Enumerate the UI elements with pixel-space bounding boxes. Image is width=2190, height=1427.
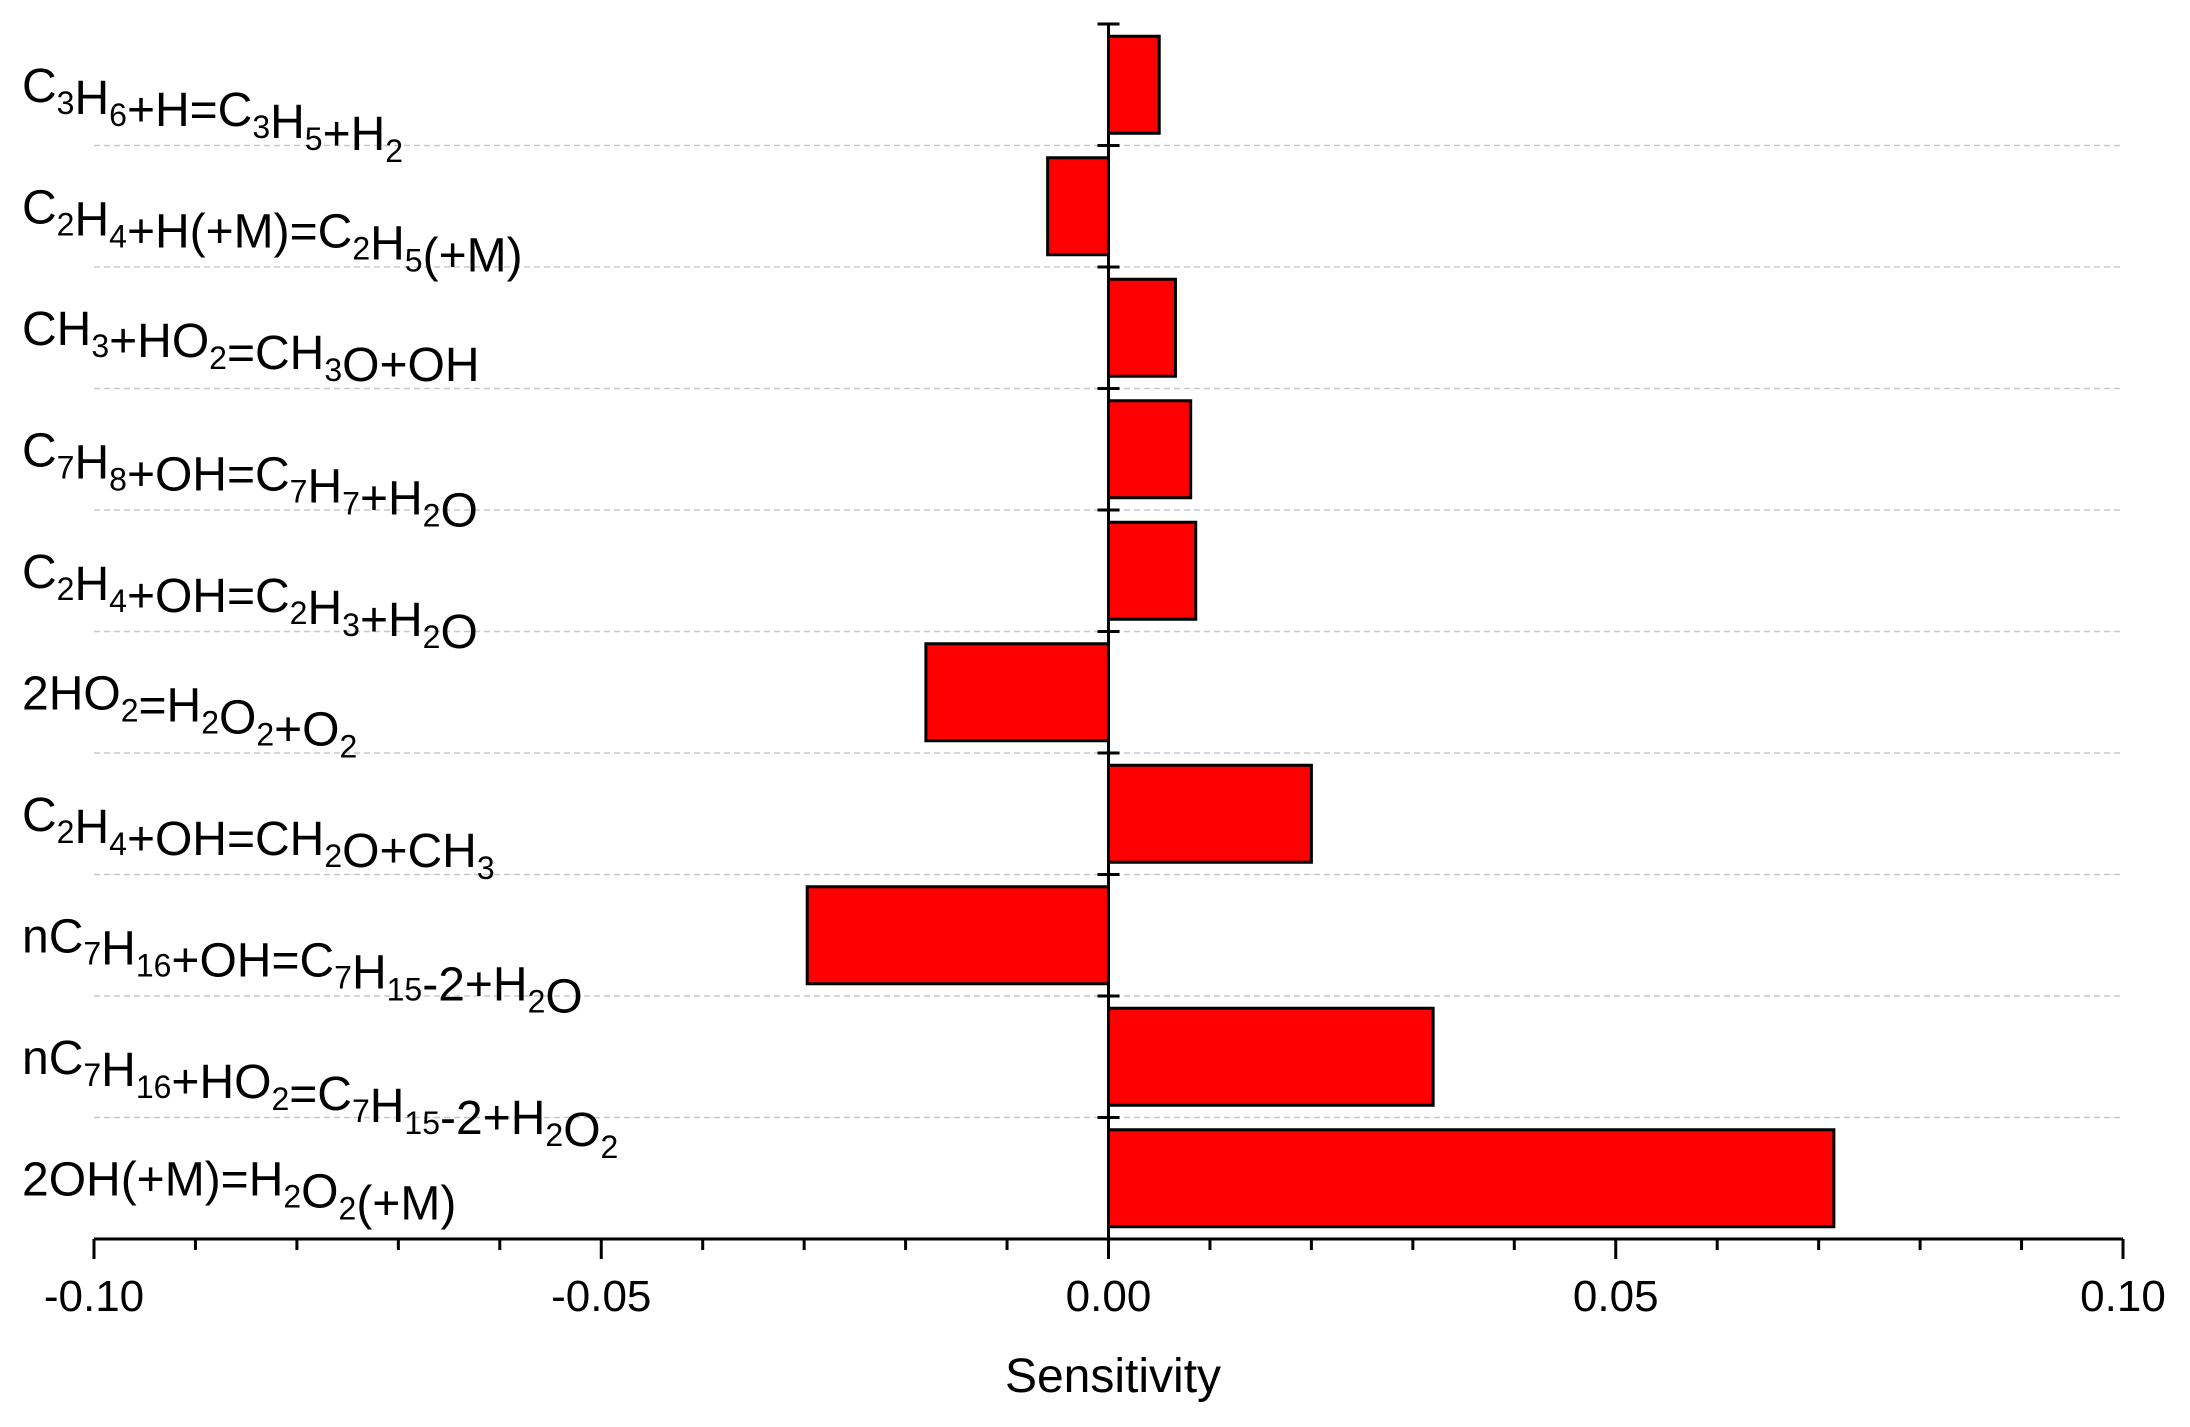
- category-label: CH3+HO2=CH3O+OH: [22, 303, 479, 392]
- bars: [805, 34, 1836, 1229]
- category-label: 2OH(+M)=H2O2(+M): [22, 1153, 456, 1230]
- category-label: C7H8+OH=C7H7+H2O: [22, 424, 478, 537]
- category-label: C2H4+OH=C2H3+H2O: [22, 546, 478, 659]
- bar: [1107, 277, 1177, 378]
- bar: [924, 642, 1111, 743]
- category-label: 2HO2=H2O2+O2: [22, 667, 357, 764]
- x-tick-label: 0.05: [1573, 1272, 1659, 1321]
- category-label: C3H6+H=C3H5+H2: [22, 60, 403, 169]
- x-axis-title: Sensitivity: [1005, 1350, 1221, 1403]
- bar: [1107, 1128, 1836, 1229]
- bar: [1107, 763, 1313, 864]
- bar: [1107, 34, 1161, 135]
- x-tick-label: 0.00: [1066, 1272, 1152, 1321]
- bar: [805, 885, 1110, 986]
- category-labels: C3H6+H=C3H5+H2 C2H4+H(+M)=C2H5(+M) CH3+HO2…: [22, 60, 618, 1231]
- bar: [1107, 399, 1193, 500]
- x-tick-label: -0.05: [551, 1272, 651, 1321]
- axes: -0.10 -0.05 0.00 0.05 0.10: [44, 22, 2166, 1321]
- bar: [1107, 520, 1198, 621]
- x-tick-label: -0.10: [44, 1272, 144, 1321]
- bar: [1046, 156, 1111, 257]
- bar: [1107, 1006, 1435, 1107]
- category-label: nC7H16+OH=C7H15-2+H2O: [22, 910, 583, 1023]
- category-label: C2H4+OH=CH2O+CH3: [22, 789, 495, 886]
- x-tick-label: 0.10: [2080, 1272, 2166, 1321]
- category-label: C2H4+H(+M)=C2H5(+M): [22, 181, 523, 282]
- category-label: nC7H16+HO2=C7H15-2+H2O2: [22, 1032, 618, 1165]
